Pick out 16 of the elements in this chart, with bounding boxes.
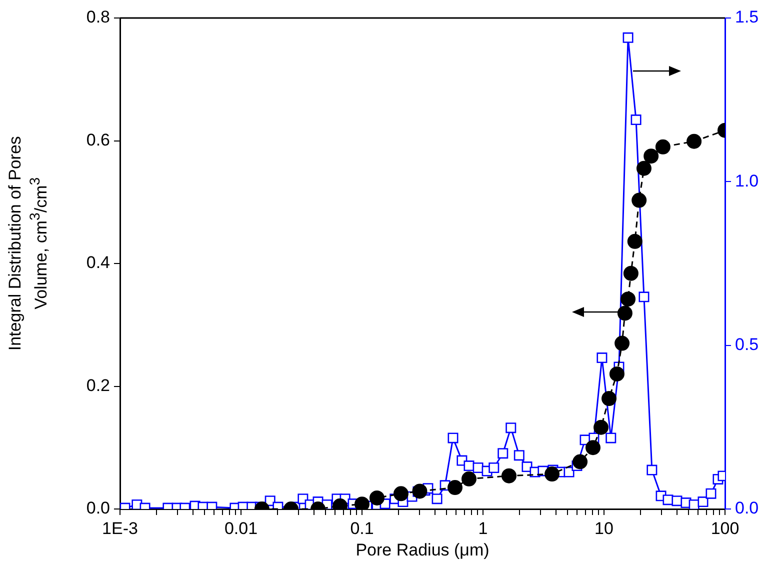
x-tick-label: 0.01 bbox=[224, 518, 258, 538]
y2-tick-label: 1.0 bbox=[735, 171, 759, 190]
x-tick-label: 1 bbox=[478, 518, 488, 538]
x-tick-label: 1E-3 bbox=[102, 518, 138, 538]
y2-tick-label: 1.5 bbox=[735, 8, 759, 27]
y2-tick-label: 0.5 bbox=[735, 335, 759, 354]
y2-tick-label: 0.0 bbox=[735, 498, 759, 518]
y-tick-label: 0.0 bbox=[86, 498, 110, 518]
y-tick-label: 0.4 bbox=[86, 253, 110, 272]
y-tick-label: 0.6 bbox=[86, 130, 110, 150]
x-tick-label: 10 bbox=[594, 518, 614, 538]
x-tick-label: 100 bbox=[710, 518, 740, 538]
x-axis-title: Pore Radius (μm) bbox=[356, 540, 490, 560]
y-tick-label: 0.2 bbox=[86, 376, 110, 395]
x-tick-label: 0.1 bbox=[350, 518, 374, 538]
y-tick-label: 0.8 bbox=[86, 8, 110, 27]
